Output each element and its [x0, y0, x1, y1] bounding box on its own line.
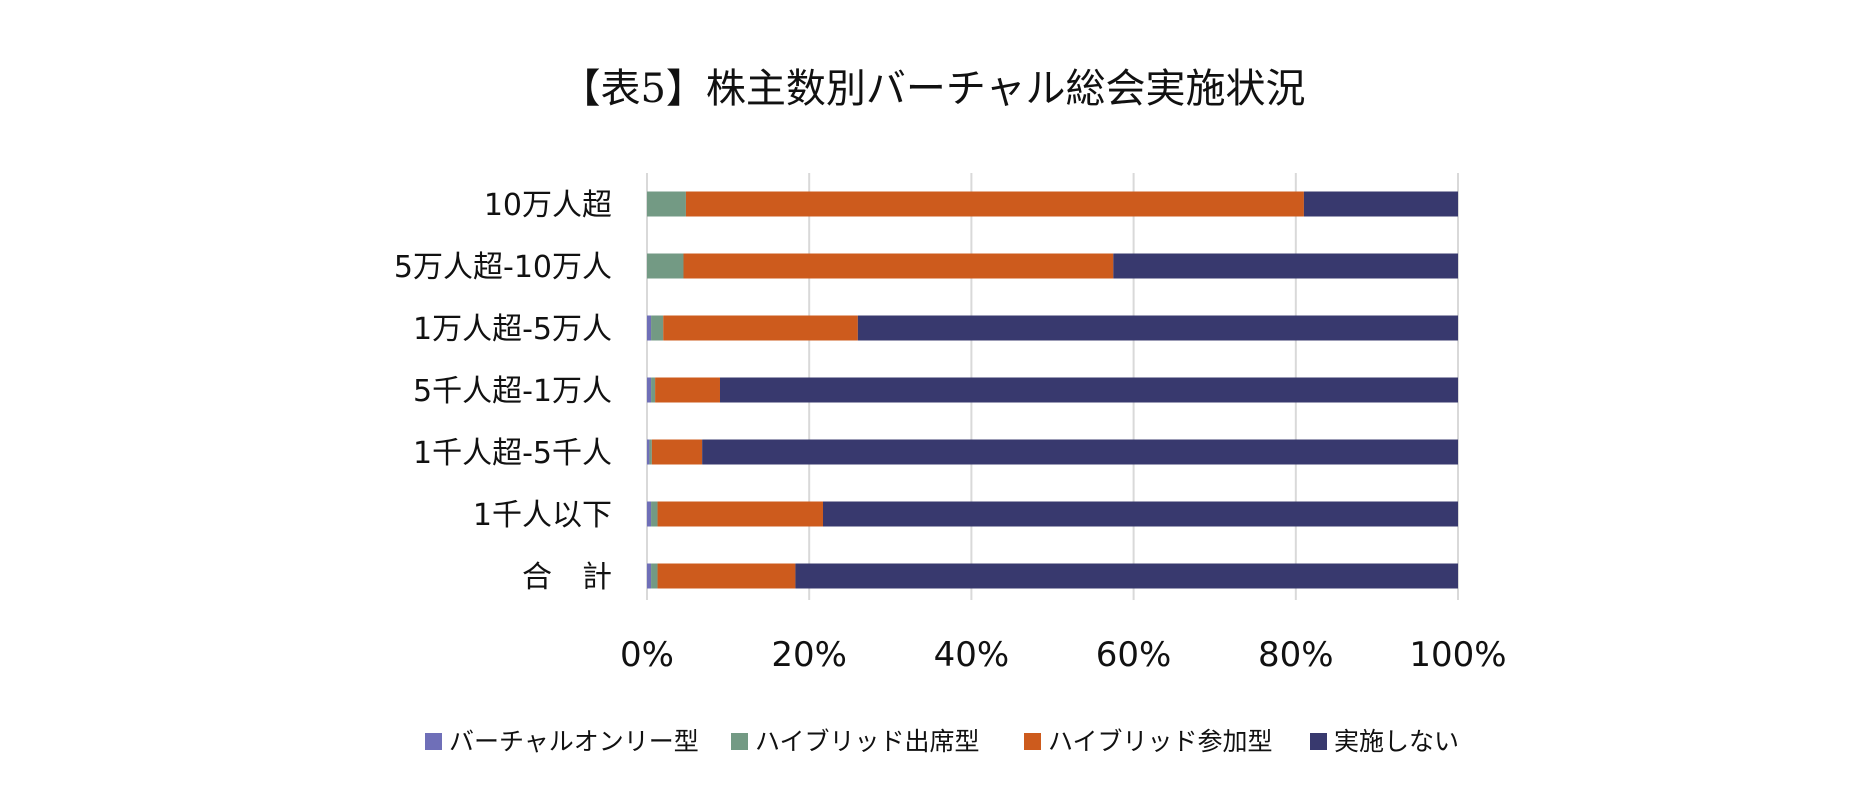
- bar-segment: [647, 191, 686, 217]
- category-label: 1千人超-5千人: [413, 436, 612, 471]
- x-tick-label: 100%: [1409, 635, 1506, 675]
- legend-swatch: [731, 733, 748, 750]
- x-tick-label: 60%: [1096, 635, 1172, 675]
- bar-segment: [647, 439, 650, 465]
- legend-swatch: [425, 733, 442, 750]
- bar-segment: [683, 253, 1114, 279]
- legend-item: バーチャルオンリー型: [425, 727, 699, 756]
- bar-segment: [702, 439, 1458, 465]
- bar-segment: [663, 315, 858, 341]
- legend-label: ハイブリッド参加型: [1048, 727, 1273, 756]
- chart-title: 【表5】株主数別バーチャル総会実施状況: [560, 66, 1305, 112]
- category-label: 1千人以下: [473, 498, 612, 533]
- legend-label: ハイブリッド出席型: [755, 727, 980, 756]
- category-label: 10万人超: [484, 188, 612, 223]
- bar-segment: [651, 563, 658, 589]
- legend-swatch: [1024, 733, 1041, 750]
- bars: [647, 191, 1458, 589]
- category-label: 合 計: [522, 560, 612, 595]
- legend-label: バーチャルオンリー型: [449, 727, 699, 756]
- bar-segment: [795, 563, 1458, 589]
- category-label: 5千人超-1万人: [413, 374, 612, 409]
- bar-segment: [647, 563, 652, 589]
- bar-segment: [657, 501, 823, 527]
- bar-segment: [649, 439, 652, 465]
- bar-segment: [651, 439, 703, 465]
- legend-item: ハイブリッド出席型: [731, 727, 980, 756]
- legend-label: 実施しない: [1334, 727, 1459, 756]
- x-tick-label: 20%: [771, 635, 847, 675]
- bar-segment: [651, 315, 664, 341]
- bar-segment: [647, 253, 684, 279]
- bar-segment: [655, 377, 720, 403]
- category-label: 1万人超-5万人: [413, 312, 612, 347]
- legend: バーチャルオンリー型 ハイブリッド出席型 ハイブリッド参加型 実施しない: [425, 727, 1459, 756]
- legend-swatch: [1310, 733, 1327, 750]
- legend-item: 実施しない: [1310, 727, 1459, 756]
- bar-segment: [651, 501, 658, 527]
- x-tick-label: 0%: [620, 635, 674, 675]
- bar-segment: [822, 501, 1458, 527]
- bar-segment: [685, 191, 1304, 217]
- x-tick-label: 40%: [934, 635, 1010, 675]
- bar-segment: [647, 315, 652, 341]
- bar-segment: [719, 377, 1458, 403]
- bar-segment: [1303, 191, 1458, 217]
- legend-item: ハイブリッド参加型: [1024, 727, 1273, 756]
- category-labels: 10万人超 5万人超-10万人 1万人超-5万人 5千人超-1万人 1千人超-5千人 1千…: [394, 188, 612, 595]
- bar-segment: [647, 377, 652, 403]
- bar-segment: [1113, 253, 1458, 279]
- bar-segment: [857, 315, 1458, 341]
- bar-segment: [651, 377, 656, 403]
- bar-segment: [657, 563, 796, 589]
- category-label: 5万人超-10万人: [394, 250, 612, 285]
- x-tick-label: 80%: [1258, 635, 1334, 675]
- x-axis-ticks: 0% 20% 40% 60% 80% 100%: [620, 635, 1507, 675]
- bar-segment: [647, 501, 652, 527]
